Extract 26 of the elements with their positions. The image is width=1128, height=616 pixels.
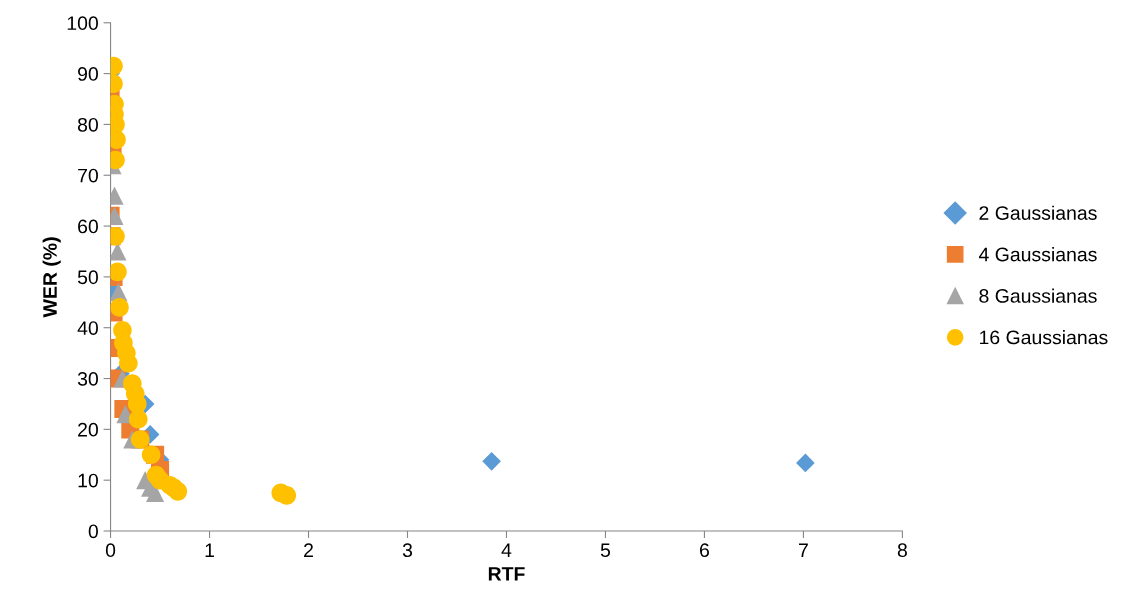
x-tick-label: 1 [205, 543, 214, 557]
y-tick-label: 80 [77, 117, 98, 132]
x-tick-label: 2 [304, 543, 313, 557]
legend-label: 8 Gaussianas [979, 288, 1097, 303]
x-tick-label: 7 [799, 543, 808, 557]
x-tick-label: 3 [402, 543, 413, 558]
y-tick-label: 50 [77, 270, 98, 285]
y-tick-label: 70 [78, 168, 98, 183]
x-tick-label: 6 [700, 543, 709, 558]
legend-label: 16 Gaussianas [980, 330, 1108, 345]
x-tick-label: 0 [105, 543, 116, 558]
y-tick-label: 90 [78, 67, 98, 81]
y-tick-label: 30 [77, 372, 98, 386]
y-tick-label: 20 [78, 422, 98, 437]
y-tick-label: 100 [67, 16, 98, 31]
x-tick-label: 4 [501, 543, 512, 557]
y-tick-label: 60 [78, 219, 98, 234]
y-tick-label: 10 [78, 473, 98, 488]
y-tick-label: 0 [88, 524, 98, 539]
x-tick-label: 8 [897, 543, 907, 558]
legend-label: 4 Gaussianas [978, 247, 1097, 262]
y-axis-title: WER (%) [42, 237, 61, 318]
x-tick-label: 5 [600, 543, 611, 558]
y-tick-label: 40 [77, 321, 98, 335]
legend-label: 2 Gaussianas [979, 205, 1097, 220]
x-axis-title: RTF [488, 567, 525, 581]
